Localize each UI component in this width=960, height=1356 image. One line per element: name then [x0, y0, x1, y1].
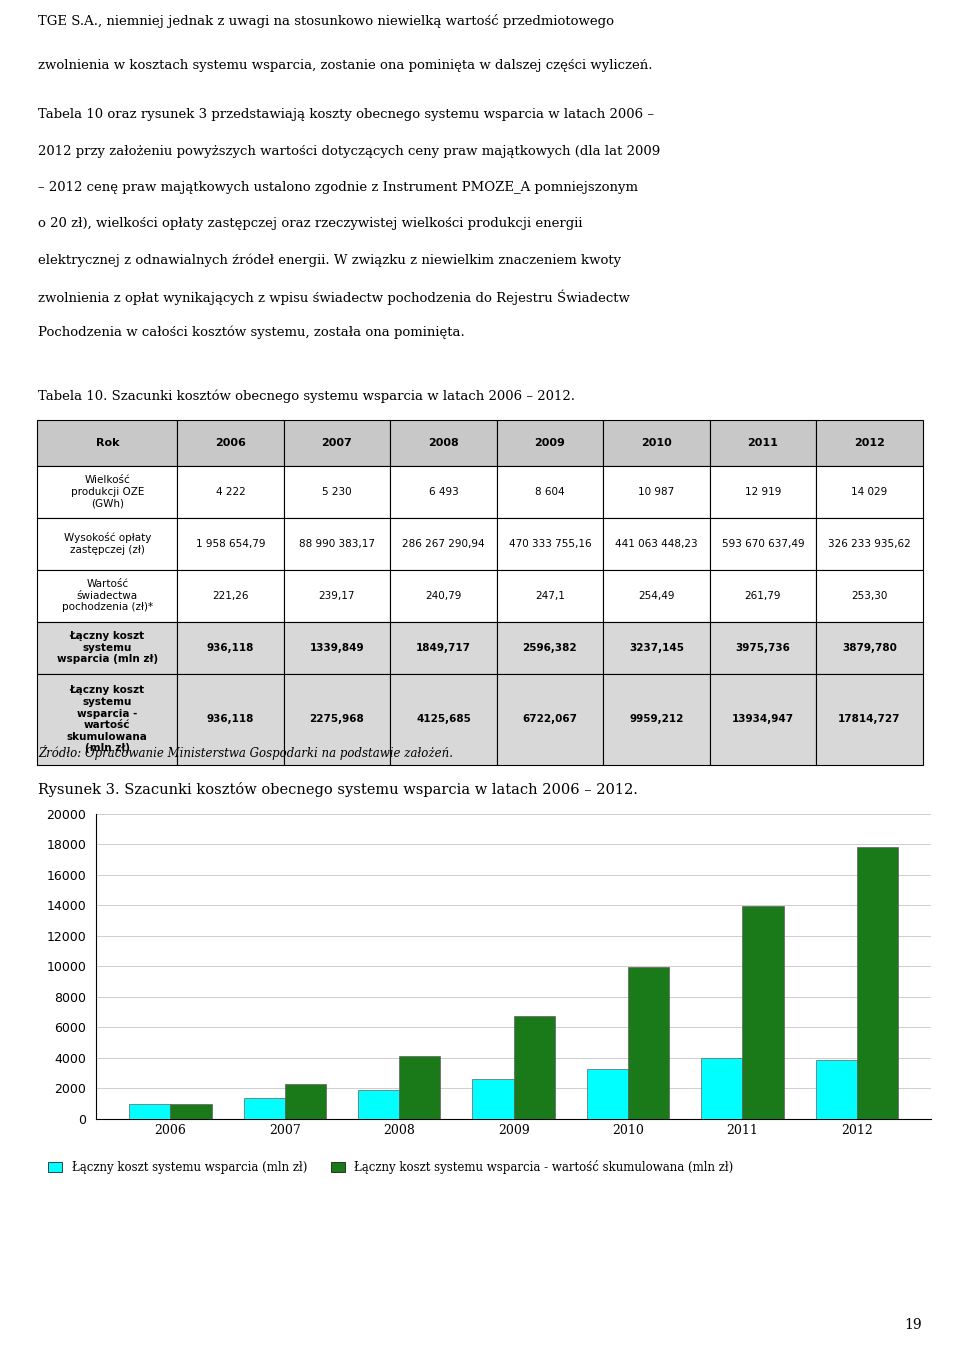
- Text: TGE S.A., niemniej jednak z uwagi na stosunkowo niewielką wartość przedmiotowego: TGE S.A., niemniej jednak z uwagi na sto…: [38, 14, 614, 27]
- Text: o 20 zł), wielkości opłaty zastępczej oraz rzeczywistej wielkości produkcji ener: o 20 zł), wielkości opłaty zastępczej or…: [38, 217, 583, 231]
- Bar: [816, 1059, 857, 1119]
- Bar: [358, 1090, 399, 1119]
- Bar: [742, 906, 783, 1119]
- Bar: [587, 1070, 628, 1119]
- Text: Tabela 10. Szacunki kosztów obecnego systemu wsparcia w latach 2006 – 2012.: Tabela 10. Szacunki kosztów obecnego sys…: [38, 391, 575, 403]
- Text: – 2012 cenę praw majątkowych ustalono zgodnie z Instrument PMOZE_A pomniejszonym: – 2012 cenę praw majątkowych ustalono zg…: [38, 180, 638, 194]
- Bar: [472, 1079, 514, 1119]
- Bar: [857, 848, 898, 1119]
- Bar: [170, 1104, 211, 1119]
- Bar: [514, 1016, 555, 1119]
- Legend: Łączny koszt systemu wsparcia (mln zł), Łączny koszt systemu wsparcia - wartość : Łączny koszt systemu wsparcia (mln zł), …: [43, 1155, 738, 1178]
- Bar: [399, 1056, 441, 1119]
- Bar: [701, 1058, 742, 1119]
- Text: 19: 19: [904, 1318, 922, 1333]
- Text: Źródło: Opracowanie Ministerstwa Gospodarki na podstawie założeń.: Źródło: Opracowanie Ministerstwa Gospoda…: [38, 744, 453, 761]
- Bar: [285, 1083, 326, 1119]
- Text: Rysunek 3. Szacunki kosztów obecnego systemu wsparcia w latach 2006 – 2012.: Rysunek 3. Szacunki kosztów obecnego sys…: [38, 782, 638, 797]
- Text: elektrycznej z odnawialnych źródeł energii. W związku z niewielkim znaczeniem kw: elektrycznej z odnawialnych źródeł energ…: [38, 254, 621, 267]
- Text: zwolnienia w kosztach systemu wsparcia, zostanie ona pominięta w dalszej części : zwolnienia w kosztach systemu wsparcia, …: [38, 60, 653, 72]
- Text: Pochodzenia w całości kosztów systemu, została ona pominięta.: Pochodzenia w całości kosztów systemu, z…: [38, 325, 466, 339]
- Bar: [130, 1104, 170, 1119]
- Bar: [628, 967, 669, 1119]
- Text: 2012 przy założeniu powyższych wartości dotyczących ceny praw majątkowych (dla l: 2012 przy założeniu powyższych wartości …: [38, 145, 660, 157]
- Bar: [244, 1098, 285, 1119]
- Text: Tabela 10 oraz rysunek 3 przedstawiają koszty obecnego systemu wsparcia w latach: Tabela 10 oraz rysunek 3 przedstawiają k…: [38, 108, 655, 122]
- Text: zwolnienia z opłat wynikających z wpisu świadectw pochodzenia do Rejestru Świade: zwolnienia z opłat wynikających z wpisu …: [38, 289, 631, 305]
